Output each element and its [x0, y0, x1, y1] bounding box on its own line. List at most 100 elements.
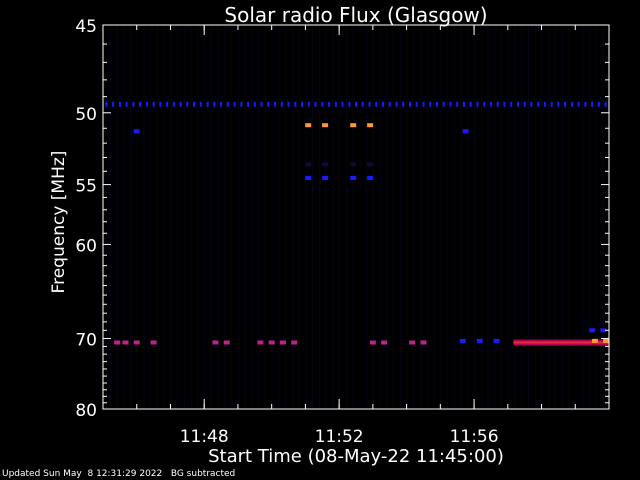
baseline-channel-mark [537, 101, 540, 107]
heatmap-column [312, 26, 314, 408]
baseline-channel-mark [226, 101, 229, 107]
burst-lower-mark [350, 176, 357, 180]
heatmap-column [190, 26, 192, 408]
baseline-channel-mark [557, 101, 560, 107]
baseline-channel-mark [584, 101, 587, 107]
burst-mid-mark [367, 162, 374, 167]
burst-lower-mark [322, 176, 329, 180]
band-69-mark [600, 328, 607, 333]
baseline-channel-mark [442, 101, 445, 107]
baseline-channel-mark [145, 101, 148, 107]
y-tick-label: 60 [75, 236, 97, 256]
heatmap-column [217, 26, 219, 408]
heatmap-column [359, 26, 361, 408]
y-tick-label: 50 [75, 105, 97, 125]
heatmap-column [399, 26, 401, 408]
baseline-channel-mark [307, 101, 310, 107]
heatmap-column [237, 26, 239, 408]
band-70-5-dots-mark [150, 340, 157, 345]
heatmap-column [521, 26, 523, 408]
band-70-5-dots-mark [223, 340, 230, 345]
burst-lower-mark [367, 176, 374, 180]
baseline-channel-mark [172, 101, 175, 107]
heatmap-column [210, 26, 212, 408]
baseline-channel-mark [267, 101, 270, 107]
burst-upper-mark [350, 123, 357, 128]
band-70-5-dots-mark [409, 340, 416, 345]
band-70-5-core [513, 341, 609, 344]
heatmap-column [487, 26, 489, 408]
baseline-channel-mark [132, 101, 135, 107]
y-tick-label: 80 [75, 401, 97, 421]
y-axis: 45 50 55 60 70 80 [75, 17, 609, 421]
heatmap-column [433, 26, 435, 408]
heatmap-column [507, 26, 509, 408]
baseline-channel-mark [139, 101, 142, 107]
baseline-channel-mark [125, 101, 128, 107]
baseline-channel-mark [321, 101, 324, 107]
heatmap-column [528, 26, 529, 408]
baseline-channel-mark [253, 101, 256, 107]
heatmap-column [285, 26, 287, 408]
x-tick-label: 11:56 [450, 427, 499, 447]
heatmap-column [264, 26, 266, 408]
heatmap-column [534, 26, 536, 408]
y-axis-label: Frequency [MHz] [49, 151, 69, 294]
heatmap-column [177, 26, 179, 408]
baseline-channel-mark [240, 101, 243, 107]
heatmap-column [109, 26, 111, 408]
baseline-channel-mark [530, 101, 533, 107]
band-69-mark [589, 328, 596, 333]
heatmap-column [298, 26, 300, 408]
baseline-channel-mark [388, 101, 391, 107]
band-70-5-dots-mark [268, 340, 275, 345]
heatmap-column [184, 26, 185, 408]
heatmap-column [231, 26, 233, 408]
baseline-channel-mark [402, 101, 405, 107]
baseline-channel-mark [429, 101, 432, 107]
heatmap-column [271, 26, 273, 408]
heatmap-column [453, 26, 455, 408]
baseline-channel-mark [449, 101, 452, 107]
heatmap-column [555, 26, 556, 408]
heatmap-column [150, 26, 152, 408]
band-70-5-dots-mark [122, 340, 129, 345]
baseline-channel-mark [328, 101, 330, 107]
baseline-channel-mark [597, 101, 600, 107]
heatmap-column [460, 26, 462, 408]
heatmap-column [440, 26, 442, 408]
spike-51-mark [462, 129, 469, 134]
heatmap-column [224, 26, 226, 408]
heatmap-column [157, 26, 158, 408]
baseline-channel-mark [301, 101, 303, 107]
baseline-channel-mark [510, 101, 513, 107]
x-axis-label: Start Time (08-May-22 11:45:00) [208, 446, 504, 467]
band-70-5-dots-mark [114, 340, 121, 345]
baseline-channel-mark [206, 101, 209, 107]
band-70-3-dots-mark [459, 338, 466, 343]
baseline-channel-mark [395, 101, 398, 107]
heatmap-column [561, 26, 563, 408]
x-tick-label: 11:48 [180, 427, 229, 447]
plot-frame [102, 24, 610, 410]
baseline-channel-mark [375, 101, 378, 107]
heatmap-column [467, 26, 469, 408]
peak-70-3-mark [591, 338, 598, 343]
baseline-channel-mark [361, 101, 364, 107]
x-axis: 11:48 11:52 11:56 [136, 25, 576, 447]
heatmap-column [123, 26, 125, 408]
heatmap-column [447, 26, 449, 408]
heatmap-column [588, 26, 590, 408]
baseline-channel-mark [118, 101, 121, 107]
band-70-5-dots-mark [381, 340, 388, 345]
heatmap-column [514, 26, 516, 408]
y-tick-label: 70 [75, 330, 97, 350]
baseline-channel-mark [591, 101, 594, 107]
heatmap-column [325, 26, 327, 408]
baseline-channel-mark [193, 101, 196, 107]
heatmap-column [494, 26, 496, 408]
burst-lower-mark [305, 176, 312, 180]
baseline-channel-mark [462, 101, 465, 107]
heatmap-column [116, 26, 118, 408]
heatmap-column [595, 26, 597, 408]
